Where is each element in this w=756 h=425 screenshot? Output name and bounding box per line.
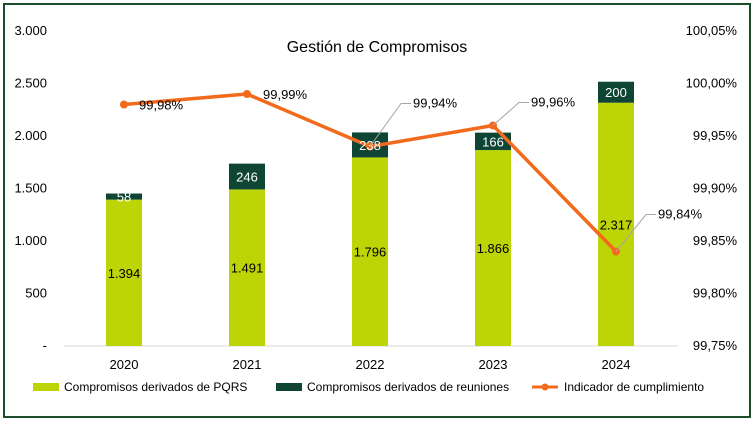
legend: Compromisos derivados de PQRS Compromisos… [33,380,704,394]
left-tick-label: 2.000 [14,128,47,143]
right-tick-label: 99,75% [693,338,738,353]
bar-reuniones-label: 246 [236,170,258,185]
bar-pqrs [352,157,388,346]
line-point-label: 99,98% [139,98,184,113]
bar-reuniones [106,193,142,200]
bar-pqrs-label: 2.317 [600,217,633,232]
right-tick-label: 99,90% [693,181,738,196]
bar-reuniones-label: 58 [117,190,131,205]
line-label-leader [492,102,529,126]
legend-label: Indicador de cumplimiento [564,380,704,394]
legend-swatch [276,383,302,391]
legend-label: Compromisos derivados de reuniones [307,380,509,394]
line-label-leader [615,214,656,252]
left-tick-label: 3.000 [14,23,47,38]
right-tick-label: 100,05% [686,23,738,38]
right-tick-label: 99,85% [693,233,738,248]
left-tick-label: 2.500 [14,76,47,91]
bar-pqrs [475,150,511,346]
left-tick-label: - [43,338,47,353]
legend-label: Compromisos derivados de PQRS [64,380,247,394]
left-tick-label: 500 [25,286,47,301]
line-point-label: 99,94% [413,96,458,111]
category-label: 2023 [479,357,508,372]
bar-pqrs-label: 1.394 [108,266,141,281]
line-point-label: 99,99% [263,87,308,102]
bar-pqrs [598,102,634,346]
legend-swatch [33,383,59,391]
bar-pqrs-label: 1.796 [354,245,387,260]
line-point-label: 99,96% [531,95,576,110]
line-point-label: 99,84% [658,207,703,222]
left-tick-label: 1.000 [14,233,47,248]
right-tick-label: 99,80% [693,286,738,301]
indicator-point [120,100,128,109]
category-label: 2021 [233,357,262,372]
bar-reuniones-label: 200 [605,85,627,100]
indicator-point [243,90,251,98]
right-tick-label: 99,95% [693,128,738,143]
bar-pqrs [229,189,265,346]
right-axis: 99,75% 99,80% 99,85% 99,90% 99,95% 100,00% 100… [686,23,738,353]
left-axis: - 500 1.000 1.500 2.000 2.500 3.000 [14,23,47,353]
bar-pqrs-label: 1.866 [477,241,510,256]
data-labels: 1.394 58 1.491 246 1.796 238 1.866 166 2.317 200 9… [108,85,703,281]
left-tick-label: 1.500 [14,181,47,196]
bars [106,81,634,346]
bar-pqrs [106,199,142,346]
legend-marker [541,383,549,391]
category-label: 2024 [602,357,631,372]
category-label: 2022 [356,357,385,372]
right-tick-label: 100,00% [686,76,738,91]
line-label-leader [369,103,411,147]
bar-reuniones-label: 238 [359,138,381,153]
bar-pqrs-label: 1.491 [231,261,264,276]
bar-reuniones [598,81,634,103]
category-axis: 2020 2021 2022 2023 2024 [110,357,631,372]
bar-reuniones [229,163,265,190]
bar-reuniones-label: 166 [482,134,504,149]
chart-title: Gestión de Compromisos [287,39,468,56]
category-label: 2020 [110,357,139,372]
